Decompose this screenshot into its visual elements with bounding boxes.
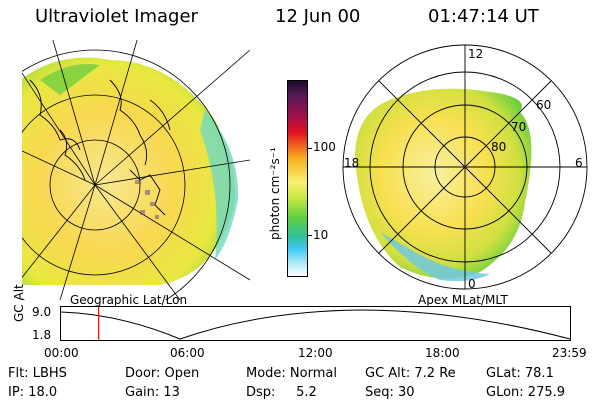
colorbar-tick-10: 10: [313, 228, 329, 242]
mlat-label-70: 70: [511, 120, 526, 134]
geographic-map: [22, 40, 250, 300]
time-label: 01:47:14 UT: [428, 6, 539, 27]
info-filter: Flt: LBHS: [8, 366, 67, 381]
mlt-label-12: 12: [468, 47, 483, 61]
alt-plot-ymax: 9.0: [32, 305, 52, 319]
right-map-caption: Apex MLat/MLT: [418, 293, 508, 307]
mlt-label-18: 18: [344, 156, 359, 170]
mlt-label-0: 0: [468, 277, 476, 291]
info-seq: Seq: 30: [365, 385, 415, 400]
colorbar-label: photon cm⁻²s⁻¹: [268, 147, 282, 240]
info-gain: Gain: 13: [125, 385, 180, 400]
alt-plot-ylabel: GC Alt: [12, 284, 26, 322]
info-glat: GLat: 78.1: [486, 366, 554, 381]
mlat-label-60: 60: [536, 98, 551, 112]
alt-plot-ymin: 1.8: [32, 328, 52, 342]
altitude-curve: [60, 309, 571, 340]
left-map-caption: Geographic Lat/Lon: [70, 293, 188, 307]
alt-xtick-2: 12:00: [298, 346, 333, 360]
mlat-mlt-plot: 12 18 6 0 60 70 80: [342, 44, 588, 291]
info-dsp: Dsp: 5.2: [246, 385, 317, 400]
mlat-label-80: 80: [491, 140, 506, 154]
info-ip: IP: 18.0: [8, 385, 58, 400]
alt-xtick-0: 00:00: [44, 346, 79, 360]
mlt-label-6: 6: [575, 156, 583, 170]
info-door: Door: Open: [125, 366, 200, 381]
info-gc-alt: GC Alt: 7.2 Re: [365, 366, 456, 381]
color-bar: [287, 80, 308, 277]
alt-xtick-1: 06:00: [170, 346, 205, 360]
alt-xtick-4: 23:59: [552, 346, 587, 360]
aurora-emission-mlt: [355, 88, 532, 279]
date-label: 12 Jun 00: [275, 6, 361, 27]
app-title: Ultraviolet Imager: [35, 6, 198, 27]
colorbar-tick-100: 100: [313, 140, 336, 154]
alt-xtick-3: 18:00: [425, 346, 460, 360]
aurora-emission: [22, 57, 235, 285]
info-glon: GLon: 275.9: [486, 385, 566, 400]
info-mode: Mode: Normal: [246, 366, 337, 381]
altitude-plot: [60, 306, 571, 341]
